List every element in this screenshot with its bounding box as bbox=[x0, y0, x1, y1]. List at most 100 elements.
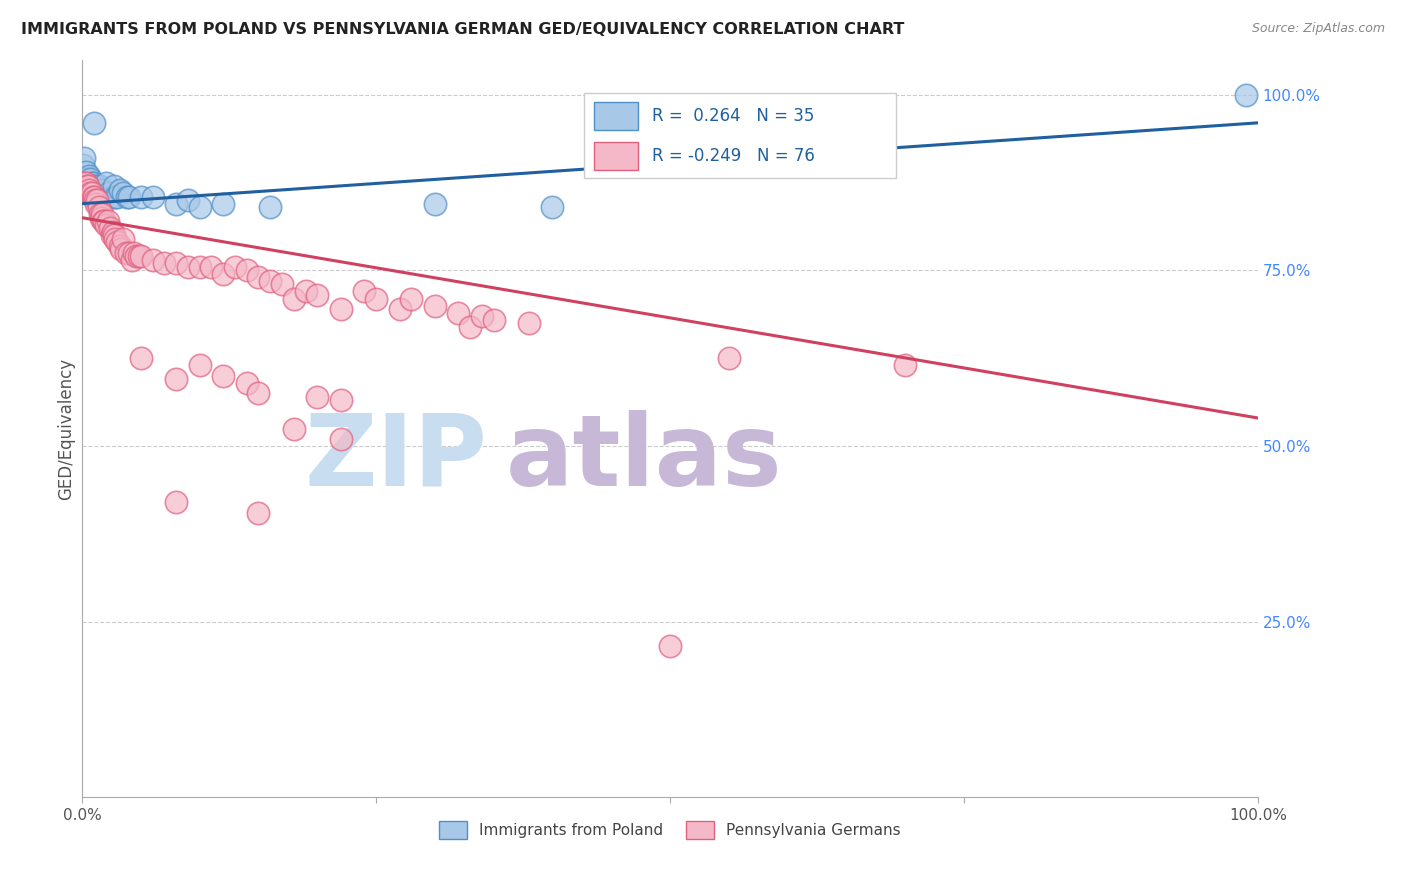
Point bbox=[165, 256, 187, 270]
Point bbox=[112, 186, 135, 200]
Point bbox=[224, 260, 246, 274]
Point bbox=[517, 316, 540, 330]
FancyBboxPatch shape bbox=[593, 103, 638, 130]
Point bbox=[84, 193, 107, 207]
Point bbox=[471, 309, 494, 323]
Point bbox=[87, 183, 110, 197]
Y-axis label: GED/Equivalency: GED/Equivalency bbox=[58, 358, 75, 500]
Point bbox=[77, 169, 100, 183]
Point bbox=[142, 189, 165, 203]
Text: ZIP: ZIP bbox=[305, 409, 488, 507]
Point bbox=[77, 183, 100, 197]
Point bbox=[75, 165, 97, 179]
Point bbox=[82, 176, 104, 190]
Point bbox=[307, 390, 329, 404]
Point bbox=[165, 372, 187, 386]
Point bbox=[329, 393, 352, 408]
Point bbox=[458, 319, 481, 334]
Point bbox=[103, 179, 125, 194]
Point bbox=[894, 359, 917, 373]
Point bbox=[77, 179, 100, 194]
Point bbox=[541, 200, 564, 214]
Point bbox=[108, 239, 131, 253]
Point bbox=[283, 292, 305, 306]
Legend: Immigrants from Poland, Pennsylvania Germans: Immigrants from Poland, Pennsylvania Ger… bbox=[433, 815, 907, 845]
Point bbox=[247, 506, 270, 520]
Point bbox=[89, 179, 111, 194]
Point bbox=[112, 232, 135, 246]
Point bbox=[114, 245, 136, 260]
Point bbox=[104, 232, 127, 246]
Point bbox=[188, 200, 211, 214]
Point bbox=[177, 260, 200, 274]
Point bbox=[84, 196, 107, 211]
Point bbox=[86, 193, 108, 207]
Point bbox=[97, 186, 120, 200]
Text: Source: ZipAtlas.com: Source: ZipAtlas.com bbox=[1251, 22, 1385, 36]
Point bbox=[82, 189, 104, 203]
FancyBboxPatch shape bbox=[593, 142, 638, 169]
Point bbox=[100, 189, 122, 203]
Point bbox=[129, 249, 152, 263]
Point bbox=[364, 292, 387, 306]
Point bbox=[212, 267, 235, 281]
Point bbox=[108, 183, 131, 197]
Point bbox=[423, 299, 446, 313]
Point bbox=[188, 260, 211, 274]
Point bbox=[101, 225, 124, 239]
Point bbox=[423, 196, 446, 211]
Point bbox=[188, 359, 211, 373]
Point bbox=[90, 211, 112, 225]
Point bbox=[165, 196, 187, 211]
Point bbox=[105, 189, 128, 203]
Point bbox=[105, 235, 128, 250]
Point bbox=[259, 274, 281, 288]
Point bbox=[118, 189, 141, 203]
Point bbox=[76, 179, 98, 194]
Point bbox=[717, 351, 740, 366]
Point bbox=[329, 301, 352, 316]
Point bbox=[247, 270, 270, 285]
Point bbox=[77, 176, 100, 190]
Point bbox=[200, 260, 222, 274]
Point bbox=[84, 179, 107, 194]
Point bbox=[94, 176, 117, 190]
Point bbox=[329, 432, 352, 446]
Point bbox=[83, 116, 105, 130]
Point bbox=[212, 368, 235, 383]
Point bbox=[103, 228, 125, 243]
Point bbox=[115, 189, 138, 203]
FancyBboxPatch shape bbox=[583, 93, 896, 178]
Point bbox=[122, 245, 145, 260]
Point bbox=[73, 151, 96, 165]
Point bbox=[271, 277, 294, 292]
Text: atlas: atlas bbox=[505, 409, 782, 507]
Point bbox=[100, 228, 122, 243]
Point bbox=[177, 193, 200, 207]
Point bbox=[76, 172, 98, 186]
Point bbox=[388, 301, 411, 316]
Point bbox=[1234, 87, 1257, 102]
Point bbox=[89, 207, 111, 221]
Point bbox=[84, 179, 107, 194]
Point bbox=[118, 245, 141, 260]
Point bbox=[401, 292, 423, 306]
Point bbox=[110, 243, 132, 257]
Point bbox=[294, 285, 316, 299]
Text: R = -0.249   N = 76: R = -0.249 N = 76 bbox=[652, 146, 815, 164]
Point bbox=[125, 249, 148, 263]
Point bbox=[91, 207, 114, 221]
Point bbox=[93, 214, 115, 228]
Point bbox=[165, 495, 187, 509]
Point bbox=[128, 249, 150, 263]
Point bbox=[235, 263, 257, 277]
Point bbox=[659, 640, 682, 654]
Point bbox=[259, 200, 281, 214]
Point bbox=[87, 200, 110, 214]
Point bbox=[98, 221, 121, 235]
Point bbox=[121, 252, 143, 267]
Point bbox=[283, 421, 305, 435]
Point bbox=[94, 218, 117, 232]
Point bbox=[79, 186, 101, 200]
Point bbox=[129, 351, 152, 366]
